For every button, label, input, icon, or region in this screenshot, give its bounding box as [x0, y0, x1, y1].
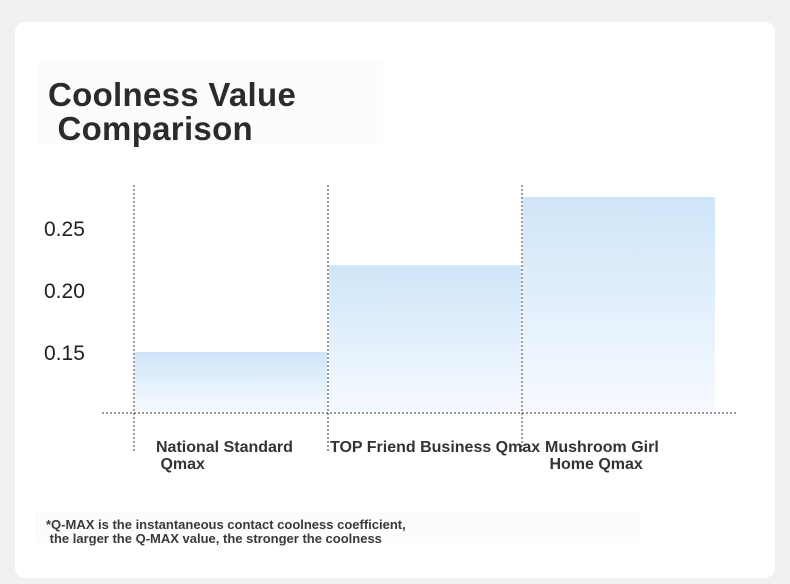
footnote: *Q-MAX is the instantaneous contact cool…	[46, 517, 406, 546]
x-category-label: Mushroom Girl Home Qmax	[545, 439, 659, 473]
y-tick-label: 0.25	[44, 218, 85, 241]
x-category-label: TOP Friend Business Qmax	[330, 439, 540, 456]
bar-1	[135, 352, 327, 412]
footnote-background	[34, 511, 640, 543]
bar-3	[523, 197, 715, 412]
chart-title: Coolness Value Comparison	[48, 76, 297, 147]
title-background	[38, 58, 383, 145]
x-category-label: National Standard Qmax	[156, 439, 293, 473]
y-tick-label: 0.15	[44, 342, 85, 365]
y-tick-label: 0.20	[44, 280, 85, 303]
bar-2	[329, 265, 521, 412]
